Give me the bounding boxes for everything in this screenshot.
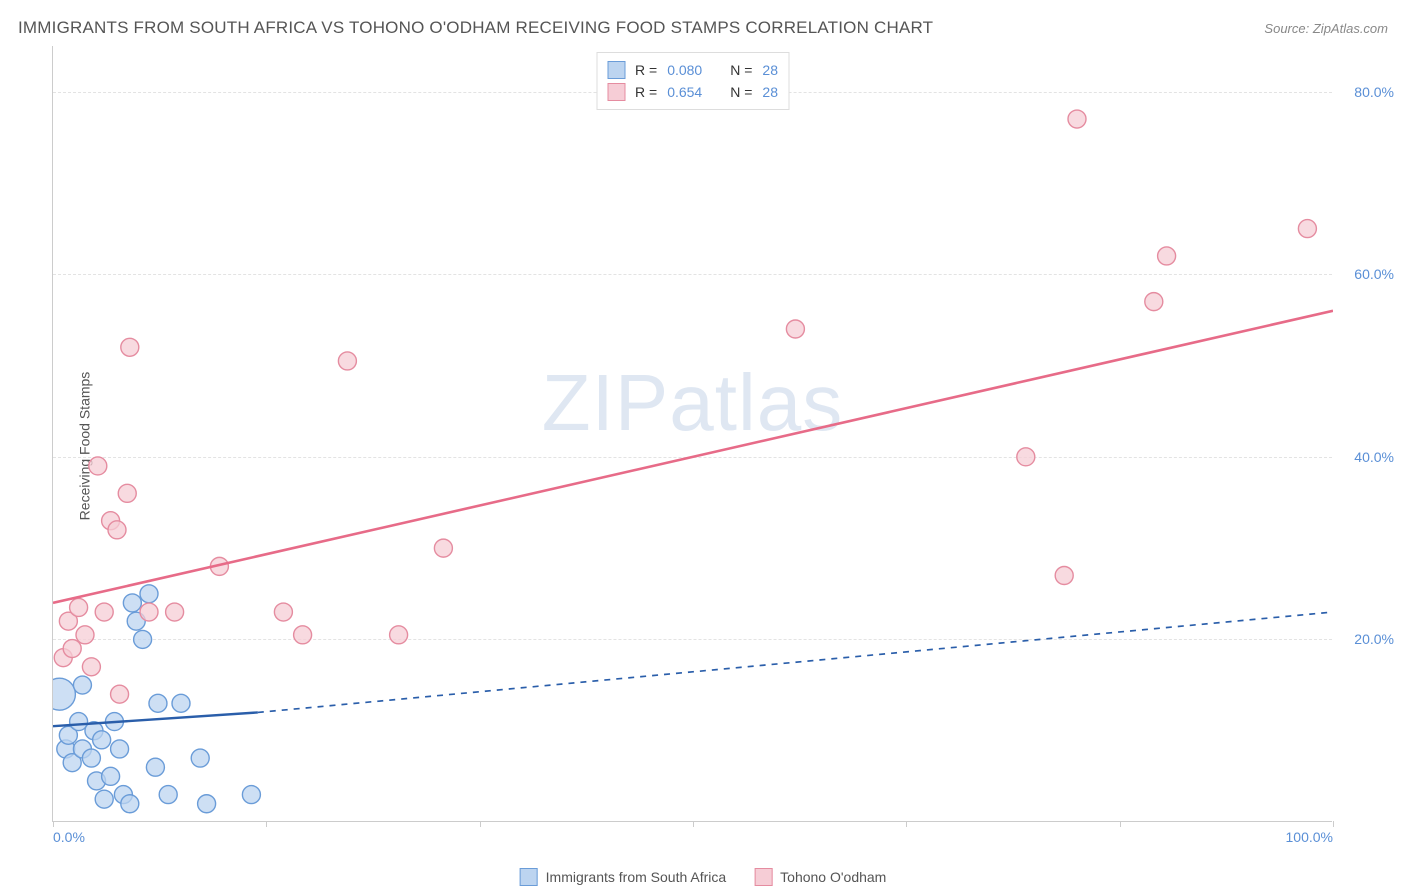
data-point-series-1 xyxy=(149,694,167,712)
data-point-series-1 xyxy=(140,585,158,603)
data-point-series-2 xyxy=(166,603,184,621)
data-point-series-2 xyxy=(1055,567,1073,585)
r-value-1: 0.080 xyxy=(667,59,702,81)
data-point-series-2 xyxy=(76,626,94,644)
legend-bottom-swatch-2 xyxy=(754,868,772,886)
data-point-series-2 xyxy=(1158,247,1176,265)
data-point-series-1 xyxy=(95,790,113,808)
data-point-series-1 xyxy=(191,749,209,767)
source-value: ZipAtlas.com xyxy=(1313,21,1388,36)
r-value-2: 0.654 xyxy=(667,81,702,103)
trend-line-series-2 xyxy=(53,311,1333,603)
y-tick-label: 20.0% xyxy=(1354,631,1394,647)
legend-bottom-swatch-1 xyxy=(520,868,538,886)
data-point-series-1 xyxy=(172,694,190,712)
data-point-series-1 xyxy=(53,678,75,710)
r-label-1: R = xyxy=(635,59,657,81)
n-value-2: 28 xyxy=(762,81,778,103)
data-point-series-1 xyxy=(159,786,177,804)
data-point-series-2 xyxy=(1068,110,1086,128)
data-point-series-1 xyxy=(242,786,260,804)
data-point-series-1 xyxy=(82,749,100,767)
data-point-series-2 xyxy=(111,685,129,703)
data-point-series-2 xyxy=(140,603,158,621)
chart-source: Source: ZipAtlas.com xyxy=(1264,21,1388,36)
legend-row-series-1: R = 0.080 N = 28 xyxy=(607,59,778,81)
data-point-series-2 xyxy=(434,539,452,557)
trend-line-dashed-series-1 xyxy=(258,612,1333,712)
chart-header: IMMIGRANTS FROM SOUTH AFRICA VS TOHONO O… xyxy=(18,18,1388,38)
data-point-series-2 xyxy=(70,598,88,616)
legend-item-series-1: Immigrants from South Africa xyxy=(520,868,727,886)
data-point-series-2 xyxy=(89,457,107,475)
data-point-series-1 xyxy=(111,740,129,758)
legend-bottom: Immigrants from South Africa Tohono O'od… xyxy=(520,868,887,886)
data-point-series-2 xyxy=(390,626,408,644)
data-point-series-2 xyxy=(82,658,100,676)
data-point-series-1 xyxy=(121,795,139,813)
data-point-series-2 xyxy=(121,338,139,356)
y-tick-label: 60.0% xyxy=(1354,266,1394,282)
n-label-1: N = xyxy=(730,59,752,81)
data-point-series-1 xyxy=(146,758,164,776)
data-point-series-1 xyxy=(198,795,216,813)
x-tick xyxy=(1333,821,1334,827)
x-tick-label: 0.0% xyxy=(53,829,85,845)
y-tick-label: 80.0% xyxy=(1354,84,1394,100)
legend-item-series-2: Tohono O'odham xyxy=(754,868,886,886)
legend-swatch-series-2 xyxy=(607,83,625,101)
chart-plot-area: ZIPatlas 20.0%40.0%60.0%80.0% 0.0%100.0%… xyxy=(52,46,1332,822)
data-point-series-2 xyxy=(294,626,312,644)
legend-bottom-label-2: Tohono O'odham xyxy=(780,869,886,885)
x-tick-label: 100.0% xyxy=(1286,829,1333,845)
chart-title: IMMIGRANTS FROM SOUTH AFRICA VS TOHONO O… xyxy=(18,18,933,38)
y-tick-label: 40.0% xyxy=(1354,449,1394,465)
data-point-series-2 xyxy=(274,603,292,621)
data-point-series-2 xyxy=(1298,220,1316,238)
r-label-2: R = xyxy=(635,81,657,103)
data-point-series-2 xyxy=(95,603,113,621)
data-point-series-2 xyxy=(786,320,804,338)
data-point-series-2 xyxy=(1145,293,1163,311)
legend-swatch-series-1 xyxy=(607,61,625,79)
legend-correlation: R = 0.080 N = 28 R = 0.654 N = 28 xyxy=(596,52,789,110)
data-point-series-1 xyxy=(102,767,120,785)
data-point-series-1 xyxy=(123,594,141,612)
source-label: Source: xyxy=(1264,21,1309,36)
legend-row-series-2: R = 0.654 N = 28 xyxy=(607,81,778,103)
data-point-series-1 xyxy=(134,630,152,648)
n-label-2: N = xyxy=(730,81,752,103)
legend-bottom-label-1: Immigrants from South Africa xyxy=(546,869,727,885)
data-point-series-2 xyxy=(108,521,126,539)
data-point-series-1 xyxy=(73,676,91,694)
data-point-series-2 xyxy=(338,352,356,370)
scatter-svg xyxy=(53,46,1333,822)
data-point-series-2 xyxy=(63,640,81,658)
n-value-1: 28 xyxy=(762,59,778,81)
data-point-series-2 xyxy=(1017,448,1035,466)
data-point-series-2 xyxy=(118,484,136,502)
data-point-series-1 xyxy=(93,731,111,749)
